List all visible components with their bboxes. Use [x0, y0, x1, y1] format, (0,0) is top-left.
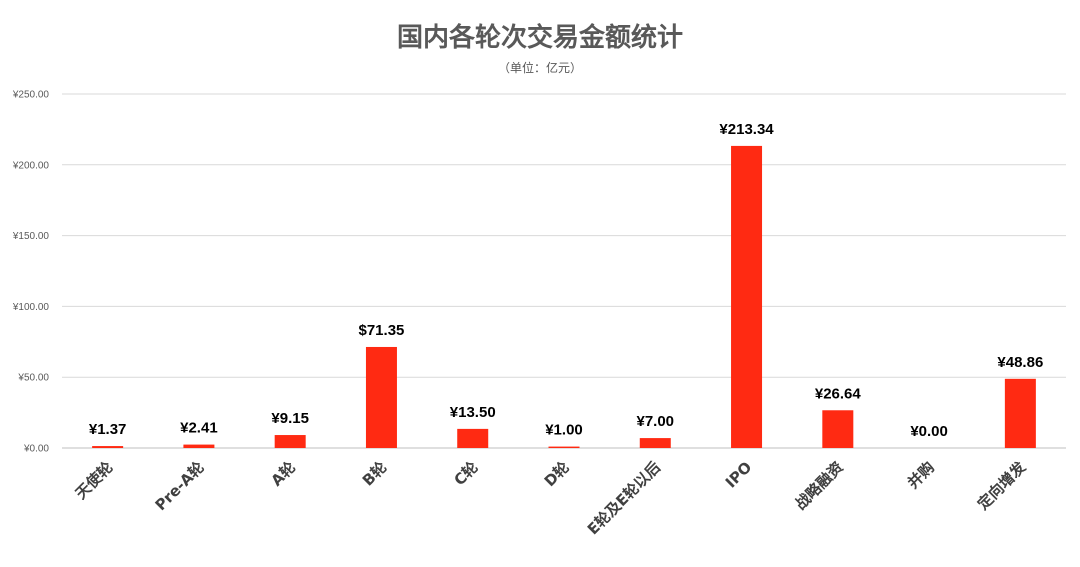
- x-tick-label: 战略融资: [791, 458, 846, 513]
- x-tick-label: 并购: [904, 458, 938, 492]
- x-tick-label: IPO: [722, 458, 755, 491]
- data-label: ¥7.00: [636, 413, 674, 430]
- x-tick-label: D轮: [541, 458, 573, 490]
- y-tick-label: ¥100.00: [12, 302, 50, 313]
- x-axis-tick-labels: 天使轮 Pre-A轮 A轮 B轮 C轮 D轮 E轮及E轮以后 IPO 战略融资 并购 定向增发: [72, 457, 1030, 538]
- y-tick-label: ¥0.00: [23, 444, 49, 455]
- bar: [183, 444, 215, 448]
- y-tick-label: ¥250.00: [12, 90, 50, 101]
- x-tick-label: A轮: [267, 458, 299, 490]
- chart-title: 国内各轮次交易金额统计: [397, 22, 683, 53]
- grid-lines: [62, 93, 1066, 449]
- bar: [548, 446, 580, 448]
- bar: [731, 145, 763, 448]
- y-tick-label: ¥150.00: [12, 231, 50, 242]
- data-label: $71.35: [359, 322, 405, 339]
- bars: [92, 145, 1036, 448]
- data-label: ¥13.50: [450, 404, 496, 421]
- data-label: ¥1.37: [89, 421, 127, 438]
- x-tick-label: 天使轮: [72, 458, 117, 503]
- x-tick-label: B轮: [359, 458, 390, 489]
- x-tick-label: E轮及E轮以后: [584, 458, 664, 538]
- data-label: ¥26.64: [815, 385, 862, 402]
- x-tick-label: Pre-A轮: [152, 458, 208, 514]
- data-labels: ¥1.37 ¥2.41 ¥9.15 $71.35 ¥13.50 ¥1.00 ¥7.00 ¥21…: [89, 121, 1043, 440]
- bar: [92, 446, 124, 448]
- y-tick-label: ¥200.00: [12, 160, 50, 171]
- bar: [457, 428, 489, 448]
- bar: [1004, 378, 1036, 448]
- bar: [274, 435, 306, 448]
- bar: [822, 410, 854, 448]
- data-label: ¥0.00: [910, 423, 948, 440]
- y-tick-label: ¥50.00: [17, 373, 49, 384]
- x-tick-label: 定向增发: [974, 457, 1030, 513]
- x-tick-label: C轮: [450, 458, 481, 489]
- y-axis-tick-labels: ¥0.00 ¥50.00 ¥100.00 ¥150.00 ¥200.00 ¥250.00: [12, 90, 50, 455]
- data-label: ¥48.86: [997, 354, 1043, 371]
- data-label: ¥213.34: [719, 121, 774, 138]
- chart-subtitle: （单位：亿元）: [498, 60, 582, 75]
- data-label: ¥2.41: [180, 420, 218, 437]
- bar: [365, 346, 397, 448]
- data-label: ¥9.15: [271, 410, 309, 427]
- bar: [639, 438, 671, 448]
- data-label: ¥1.00: [545, 422, 583, 439]
